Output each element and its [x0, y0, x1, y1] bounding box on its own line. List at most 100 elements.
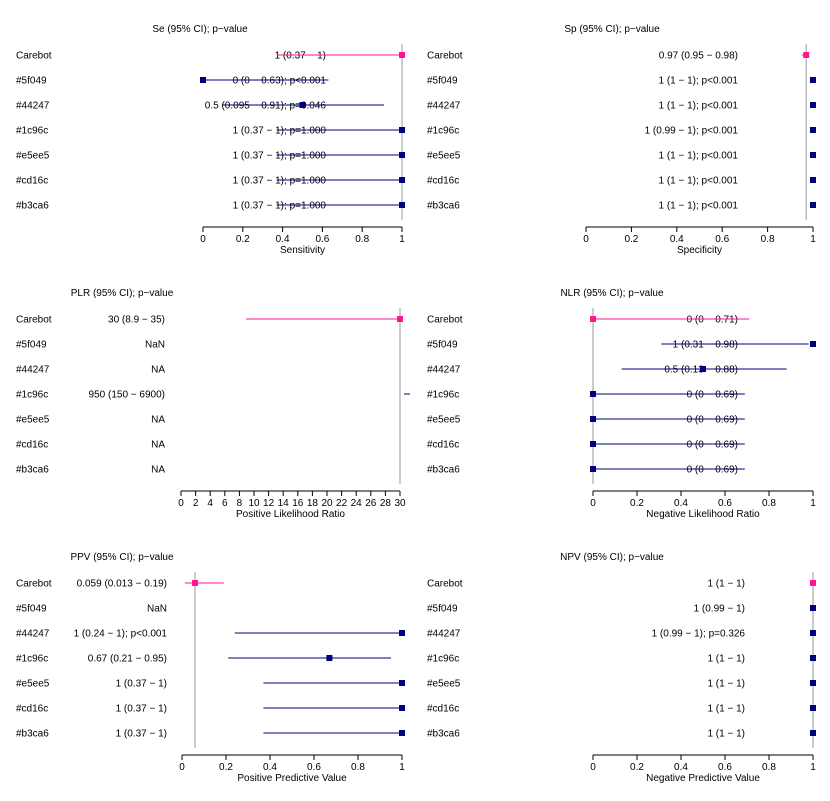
x-tick-label: 2: [193, 498, 199, 509]
x-tick-label: 0.4: [674, 498, 688, 509]
x-tick-label: 0.6: [718, 762, 732, 773]
panel-header: Sp (95% CI); p−value: [564, 24, 660, 35]
x-tick-label: 0.2: [630, 762, 644, 773]
row-name-label: #5f049: [16, 340, 47, 351]
row-value-label: 1 (0.31 − 0.98): [673, 340, 738, 351]
x-tick-label: 6: [222, 498, 228, 509]
x-tick-label: 18: [307, 498, 319, 509]
row-name-label: #cd16c: [427, 704, 459, 715]
row-value-label: 1 (0.99 − 1): [694, 604, 745, 615]
point-estimate-marker: [200, 77, 206, 83]
x-tick-label: 10: [248, 498, 260, 509]
row-value-label: 1 (1 − 1): [707, 654, 745, 665]
panel-header: PPV (95% CI); p−value: [70, 552, 174, 563]
x-tick-label: 1: [810, 762, 816, 773]
row-name-label: #5f049: [16, 76, 47, 87]
x-tick-label: 0.2: [630, 498, 644, 509]
x-tick-label: 4: [207, 498, 213, 509]
x-tick-label: 0.4: [674, 762, 688, 773]
row-name-label: Carebot: [427, 579, 463, 590]
x-tick-label: 0.4: [276, 234, 290, 245]
row-name-label: #1c96c: [427, 654, 459, 665]
row-value-label: 30 (8.9 − 35): [108, 315, 165, 326]
row-name-label: #5f049: [427, 604, 458, 615]
x-tick-label: 0.2: [236, 234, 250, 245]
row-value-label: 1 (0.37 − 1); p=1.000: [233, 126, 327, 137]
point-estimate-marker: [399, 705, 405, 711]
row-value-label: 1 (0.37 − 1): [275, 51, 326, 62]
x-axis-title: Positive Likelihood Ratio: [236, 509, 345, 520]
row-name-label: #5f049: [427, 76, 458, 87]
row-name-label: #b3ca6: [16, 201, 49, 212]
row-name-label: #e5ee5: [16, 415, 50, 426]
point-estimate-marker: [810, 177, 816, 183]
point-estimate-marker: [810, 580, 816, 586]
row-value-label: 1 (1 − 1); p<0.001: [658, 176, 738, 187]
row-name-label: #5f049: [427, 340, 458, 351]
x-tick-label: 0.8: [355, 234, 369, 245]
row-name-label: #e5ee5: [427, 679, 461, 690]
row-name-label: #44247: [16, 365, 50, 376]
row-name-label: #cd16c: [16, 176, 48, 187]
row-value-label: 1 (0.37 − 1): [116, 679, 167, 690]
panel-header: PLR (95% CI); p−value: [71, 288, 174, 299]
point-estimate-marker: [810, 705, 816, 711]
row-value-label: 950 (150 − 6900): [89, 390, 165, 401]
row-value-label: 1 (0.24 − 1); p<0.001: [74, 629, 168, 640]
row-name-label: Carebot: [427, 51, 463, 62]
point-estimate-marker: [326, 655, 333, 661]
row-value-label: 1 (1 − 1): [707, 579, 745, 590]
row-name-label: #1c96c: [16, 126, 48, 137]
x-tick-label: 0.8: [761, 234, 775, 245]
row-value-label: 1 (0.37 − 1); p=1.000: [233, 201, 327, 212]
row-name-label: #e5ee5: [427, 415, 461, 426]
x-tick-label: 20: [321, 498, 333, 509]
row-value-label: 0.67 (0.21 − 0.95): [88, 654, 167, 665]
row-name-label: #44247: [16, 629, 50, 640]
x-tick-label: 30: [394, 498, 406, 509]
row-name-label: Carebot: [427, 315, 463, 326]
x-tick-label: 0.8: [762, 498, 776, 509]
row-value-label: 0 (0 − 0.71): [687, 315, 738, 326]
row-value-label: 1 (0.99 − 1); p<0.001: [645, 126, 739, 137]
row-value-label: 1 (0.37 − 1): [116, 729, 167, 740]
row-value-label: 1 (1 − 1): [707, 729, 745, 740]
row-value-label: 0 (0 − 0.63); p<0.001: [233, 76, 327, 87]
point-estimate-marker: [399, 127, 405, 133]
point-estimate-marker: [590, 441, 596, 447]
row-name-label: #e5ee5: [427, 151, 461, 162]
x-tick-label: 0: [178, 498, 184, 509]
row-name-label: #1c96c: [427, 390, 459, 401]
x-tick-label: 0.6: [718, 498, 732, 509]
row-name-label: #44247: [427, 101, 461, 112]
point-estimate-marker: [590, 466, 596, 472]
row-name-label: #cd16c: [16, 704, 48, 715]
row-name-label: #b3ca6: [16, 465, 49, 476]
point-estimate-marker: [810, 655, 816, 661]
x-axis-title: Sensitivity: [280, 245, 325, 256]
row-value-label: NA: [151, 415, 165, 426]
point-estimate-marker: [399, 152, 405, 158]
x-tick-label: 1: [399, 234, 405, 245]
row-value-label: 1 (1 − 1); p<0.001: [658, 76, 738, 87]
row-value-label: 1 (1 − 1): [707, 704, 745, 715]
row-name-label: #5f049: [16, 604, 47, 615]
point-estimate-marker: [810, 202, 816, 208]
point-estimate-marker: [590, 316, 596, 322]
x-tick-label: 1: [810, 498, 816, 509]
row-value-label: NA: [151, 440, 165, 451]
point-estimate-marker: [810, 77, 816, 83]
row-name-label: #b3ca6: [427, 465, 460, 476]
point-estimate-marker: [399, 730, 405, 736]
row-name-label: #e5ee5: [16, 679, 50, 690]
point-estimate-marker: [810, 127, 816, 133]
point-estimate-marker: [399, 202, 405, 208]
x-tick-label: 0.2: [624, 234, 638, 245]
x-tick-label: 0.8: [351, 762, 365, 773]
row-value-label: 0.059 (0.013 − 0.19): [77, 579, 167, 590]
row-name-label: #cd16c: [16, 440, 48, 451]
x-tick-label: 1: [399, 762, 405, 773]
row-name-label: Carebot: [16, 579, 52, 590]
row-name-label: #44247: [16, 101, 50, 112]
